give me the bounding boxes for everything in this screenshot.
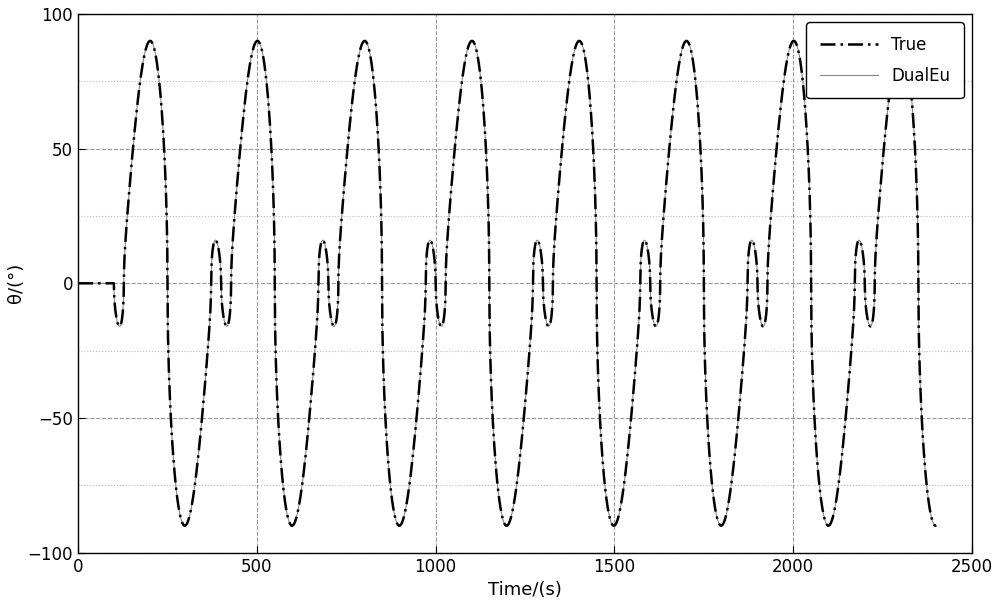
- True: [671, 72, 683, 79]
- True: [930, 522, 942, 529]
- DualEu: [253, 39, 265, 46]
- Line: True: True: [78, 41, 936, 525]
- True: [455, 84, 467, 91]
- True: [845, 351, 857, 359]
- Line: DualEu: DualEu: [78, 41, 936, 525]
- DualEu: [608, 522, 620, 529]
- True: [608, 522, 620, 529]
- DualEu: [72, 279, 84, 287]
- DualEu: [845, 351, 857, 359]
- True: [72, 279, 84, 287]
- DualEu: [930, 522, 942, 529]
- Y-axis label: θ/(°): θ/(°): [7, 263, 25, 304]
- True: [545, 313, 557, 321]
- DualEu: [455, 84, 467, 91]
- True: [253, 39, 265, 46]
- DualEu: [359, 37, 371, 44]
- DualEu: [671, 72, 683, 79]
- DualEu: [545, 313, 557, 321]
- X-axis label: Time/(s): Time/(s): [488, 581, 562, 599]
- DualEu: [440, 253, 452, 260]
- True: [440, 253, 452, 260]
- Legend: True, DualEu: True, DualEu: [806, 22, 964, 98]
- True: [359, 37, 371, 44]
